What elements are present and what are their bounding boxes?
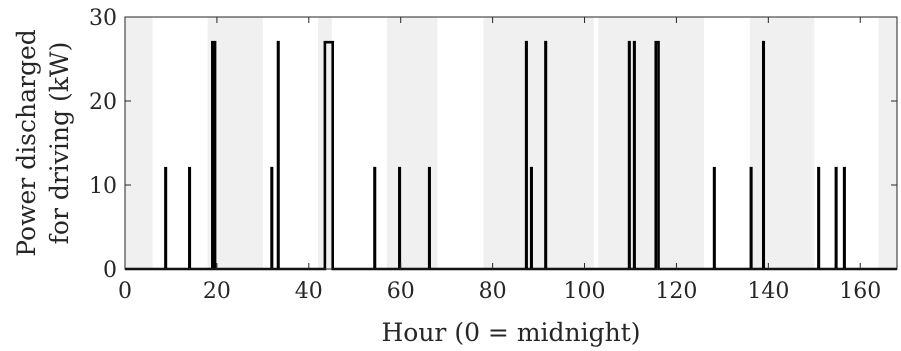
- shaded-interval-0: [125, 17, 153, 269]
- x-tick-label: 120: [655, 279, 697, 304]
- x-tick-label: 60: [387, 279, 415, 304]
- shaded-interval-4: [483, 17, 594, 269]
- shaded-interval-6: [749, 17, 815, 269]
- y-tick-label: 0: [103, 258, 117, 283]
- plot-frame: [124, 16, 898, 270]
- shaded-intervals: [125, 17, 897, 269]
- shaded-interval-5: [598, 17, 704, 269]
- y-tick-label: 20: [89, 90, 117, 115]
- tick-labels: 0 20 40 60 80 100 120 140 160 0 10 20 30: [89, 6, 881, 304]
- y-axis-label-line-2: for driving (kW): [45, 42, 74, 245]
- x-tick-label: 160: [839, 279, 881, 304]
- x-tick-label: 20: [203, 279, 231, 304]
- x-tick-label: 140: [747, 279, 789, 304]
- x-tick-label: 80: [479, 279, 507, 304]
- x-tick-label: 40: [295, 279, 323, 304]
- y-tick-label: 30: [89, 6, 117, 31]
- axis-ticks: [124, 16, 897, 270]
- shaded-interval-7: [878, 17, 897, 269]
- x-tick-label: 100: [564, 279, 606, 304]
- y-tick-label: 10: [89, 174, 117, 199]
- shaded-interval-1: [207, 17, 263, 269]
- x-tick-label: 0: [118, 279, 132, 304]
- x-axis-label: Hour (0 = midnight): [381, 318, 640, 347]
- y-axis-label-line-1: Power discharged: [12, 29, 41, 257]
